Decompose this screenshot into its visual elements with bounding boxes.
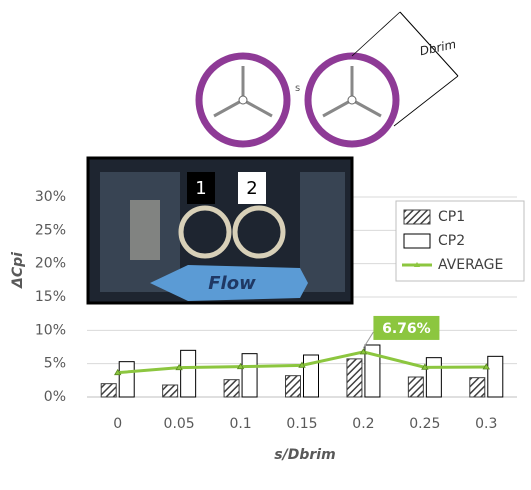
x-tick-label: 0.15 [286,416,317,432]
gap-label: s [295,83,300,94]
y-tick-label: 20% [35,256,66,272]
legend-swatch [404,210,430,224]
bar [286,376,301,397]
y-tick-label: 25% [35,222,66,238]
legend-label: CP1 [438,209,465,225]
y-axis-label: ΔCpi [10,252,26,289]
bar [224,380,239,397]
legend-label: AVERAGE [438,257,503,273]
x-tick-label: 0.1 [229,416,251,432]
bar [408,377,423,397]
y-tick-label: 30% [35,189,66,205]
legend-swatch [404,234,430,248]
dimension-line [352,12,400,56]
x-tick-label: 0.25 [409,416,440,432]
x-tick-label: 0 [113,416,122,432]
flow-label: Flow [208,273,256,294]
wind-tunnel-photo: 1 2 Flow [88,158,352,303]
x-tick-label: 0.3 [475,416,497,432]
turbine-label: 2 [246,178,257,199]
bar [242,354,257,397]
bar [119,362,134,397]
bar [101,384,116,397]
x-axis-label: s/Dbrim [274,447,335,463]
bar [347,359,362,397]
bar [470,378,485,397]
legend-label: CP2 [438,233,465,249]
x-tick-label: 0.2 [352,416,374,432]
x-tick-label: 0.05 [164,416,195,432]
y-tick-label: 10% [35,322,66,338]
bar [181,350,196,397]
diameter-label: Dbrim [418,37,457,58]
dimension-line [394,76,458,126]
y-tick-label: 5% [44,356,66,372]
bar [163,385,178,397]
bar [488,356,503,397]
figure: s Dbrim 1 2 Flow ΔCpi s/Dbrim 0% 5% 10% 15%… [0,0,531,490]
turbine-diagram: s Dbrim [199,12,458,144]
bar [426,358,441,397]
y-tick-label: 15% [35,289,66,305]
data-label: 6.76% [382,321,431,337]
turbine-label: 1 [195,178,206,199]
y-tick-label: 0% [44,389,66,405]
